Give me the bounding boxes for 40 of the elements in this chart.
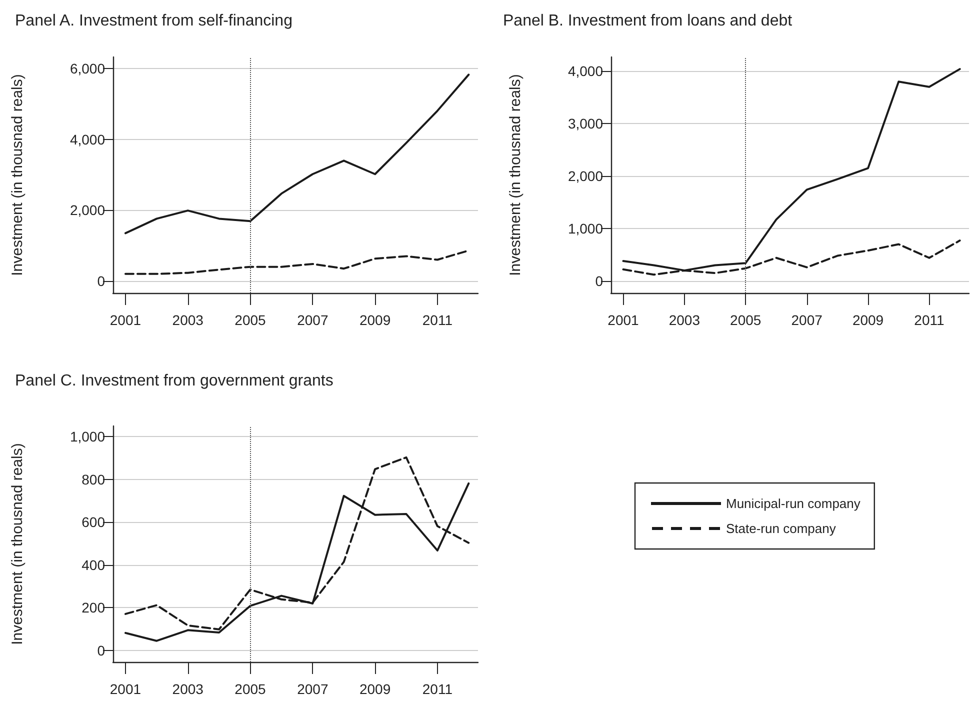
line-series — [622, 68, 961, 272]
y-axis-title: Investment (in thousnad reals) — [507, 74, 524, 276]
legend-label: State-run company — [726, 521, 836, 536]
y-tick-label: 2,000 — [70, 202, 106, 218]
x-tick-label: 2003 — [668, 312, 700, 328]
chart-title: Panel A. Investment from self-financing — [15, 12, 292, 30]
y-tick-label: 1,000 — [70, 428, 106, 445]
chart-title: Panel B. Investment from loans and debt — [503, 12, 793, 30]
y-tick-label: 600 — [82, 514, 106, 530]
y-tick-label: 400 — [82, 556, 106, 573]
y-tick-label: 3,000 — [568, 116, 604, 132]
y-tick-label: 1,000 — [568, 220, 604, 236]
x-tick-label: 2001 — [608, 312, 640, 328]
x-tick-label: 2003 — [172, 312, 204, 328]
x-tick-label: 2007 — [297, 681, 328, 697]
y-tick-label: 800 — [82, 471, 106, 488]
chart-title: Panel C. Investment from government grants — [15, 372, 334, 390]
x-tick-label: 2005 — [234, 681, 266, 697]
y-tick-label: 2,000 — [568, 168, 604, 184]
y-tick-label: 4,000 — [70, 131, 106, 148]
y-tick-label: 200 — [82, 600, 106, 616]
y-tick-label: 6,000 — [70, 60, 106, 77]
y-tick-label: 4,000 — [568, 63, 604, 80]
x-tick-label: 2001 — [110, 681, 142, 697]
x-tick-label: 2011 — [422, 681, 453, 697]
x-tick-label: 2005 — [730, 312, 762, 328]
y-axis-title: Investment (in thousnad reals) — [9, 74, 26, 276]
x-tick-label: 2011 — [422, 312, 453, 328]
x-tick-label: 2007 — [791, 312, 823, 328]
x-tick-label: 2009 — [359, 312, 391, 328]
x-tick-label: 2003 — [172, 681, 204, 697]
line-series — [124, 74, 470, 234]
x-tick-label: 2005 — [234, 312, 266, 328]
x-tick-label: 2009 — [852, 312, 884, 328]
x-tick-label: 2011 — [914, 312, 944, 328]
text: Municipal-run company — [726, 496, 861, 511]
x-tick-label: 2007 — [297, 312, 328, 328]
y-axis-title: Investment (in thousnad reals) — [9, 443, 26, 645]
x-tick-label: 2009 — [359, 681, 391, 697]
x-tick-label: 2001 — [110, 312, 142, 328]
